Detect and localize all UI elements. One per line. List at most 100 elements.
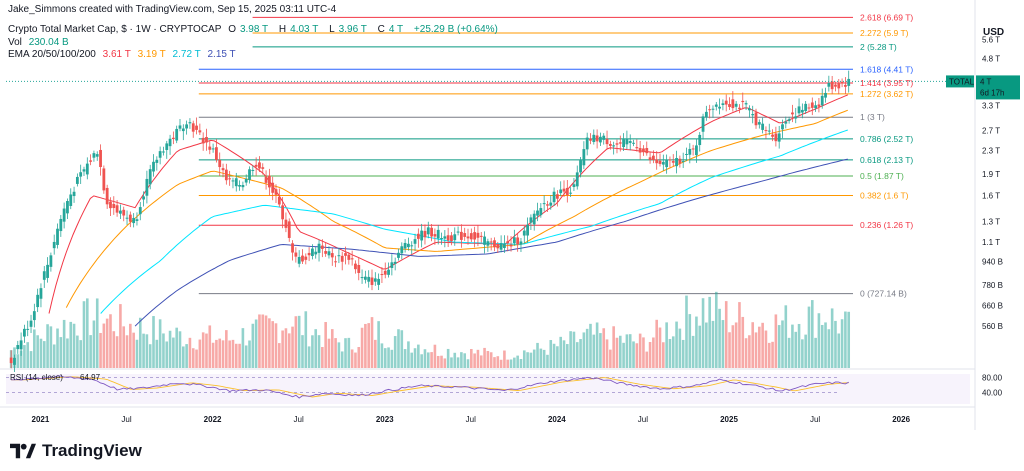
candle-body [807, 107, 811, 109]
volume-bar [301, 335, 304, 368]
volume-bar [99, 332, 102, 368]
candle-body [416, 233, 420, 239]
candle-body [536, 210, 539, 216]
candle-body [327, 251, 331, 256]
volume-bar [741, 316, 745, 368]
volume-bar [440, 355, 443, 368]
candle-body [19, 340, 23, 350]
candle-body [248, 169, 251, 180]
volume-bar [33, 329, 36, 368]
candle-body [413, 239, 417, 244]
candle-body [79, 172, 83, 177]
volume-bar [195, 349, 198, 368]
candle-body [297, 256, 301, 264]
candle-body [367, 276, 371, 282]
candle-body [205, 137, 208, 143]
candle-body [479, 235, 483, 237]
candle-body [377, 278, 381, 285]
time-axis-tick: 2021 [32, 415, 50, 424]
volume-bar [66, 338, 69, 368]
volume-bar [374, 339, 377, 368]
candle-body [277, 196, 281, 205]
volume-bar [287, 333, 291, 368]
candle-body [208, 146, 212, 150]
volume-bar [46, 324, 49, 368]
candle-body [589, 138, 592, 141]
volume-bar [635, 343, 639, 368]
candle-body [526, 224, 529, 236]
volume-label: Vol [8, 37, 22, 48]
candle-body [595, 135, 599, 142]
volume-bar [248, 340, 251, 368]
volume-bar [728, 332, 731, 368]
ema200-value: 2.15 T [207, 49, 236, 60]
rsi-axis-tick: 80.00 [982, 374, 1003, 383]
legend-symbol-row: Crypto Total Market Cap, $ · 1W · CRYPTO… [8, 24, 502, 35]
candle-body [810, 102, 814, 108]
candle-body [572, 184, 576, 187]
volume-bar [658, 327, 662, 368]
candle-body [529, 217, 533, 223]
time-axis-tick: Jul [466, 415, 476, 424]
volume-bar [810, 300, 814, 368]
volume-bar [748, 335, 751, 368]
volume-bar [632, 341, 635, 368]
volume-bar [115, 336, 119, 368]
time-axis-tick: Jul [121, 415, 131, 424]
tradingview-logo[interactable]: TradingView [10, 441, 142, 461]
candle-body [324, 251, 328, 254]
volume-bar [834, 320, 837, 368]
candle-body [82, 169, 86, 172]
volume-bar [162, 333, 165, 368]
volume-bar [62, 319, 66, 368]
fib-level-label: 0.236 (1.26 T) [860, 220, 913, 230]
candle-body [771, 134, 774, 137]
candle-body [49, 255, 53, 267]
currency-label[interactable]: USD [983, 27, 1005, 38]
volume-bar [26, 342, 30, 368]
volume-bar [132, 332, 135, 368]
volume-bar [807, 306, 811, 368]
candle-body [234, 178, 238, 187]
legend-ema-row[interactable]: EMA 20/50/100/200 3.61 T 3.19 T 2.72 T 2… [8, 49, 240, 60]
volume-bar [698, 325, 702, 368]
volume-bar [814, 337, 817, 368]
volume-bar [142, 333, 145, 368]
legend-change: +25.29 B (+0.64%) [413, 24, 498, 35]
volume-bar [559, 336, 562, 368]
volume-bar [552, 343, 556, 368]
rsi-value: 64.97 [80, 373, 101, 382]
volume-bar [509, 359, 513, 368]
volume-bar [211, 342, 215, 368]
volume-bar [731, 325, 735, 368]
candle-body [761, 123, 765, 130]
volume-bar [59, 337, 63, 368]
legend-symbol[interactable]: Crypto Total Market Cap, $ · 1W · CRYPTO… [8, 24, 222, 35]
candle-body [334, 261, 337, 263]
volume-bar [86, 298, 89, 368]
candle-body [42, 271, 46, 280]
volume-bar [155, 339, 159, 368]
rsi-line [11, 375, 849, 399]
volume-bar [781, 320, 784, 368]
candle-body [549, 202, 553, 206]
candle-body [827, 83, 831, 87]
last-price-countdown: 6d 17h [980, 88, 1004, 97]
candle-body [119, 210, 122, 214]
volume-bar [483, 347, 486, 368]
candle-body [281, 205, 285, 220]
legend-volume-row[interactable]: Vol 230.04 B [8, 37, 73, 48]
price-axis-tick: 940 B [982, 258, 1003, 267]
volume-bar [258, 314, 261, 368]
candle-body [820, 95, 824, 106]
volume-bar [764, 330, 768, 368]
volume-bar [688, 314, 692, 368]
volume-bar [456, 357, 460, 368]
candle-body [453, 234, 457, 241]
candle-body [665, 159, 669, 168]
candle-body [29, 320, 33, 327]
candle-body [483, 236, 486, 245]
candle-body [668, 159, 672, 161]
volume-bar [705, 322, 708, 368]
